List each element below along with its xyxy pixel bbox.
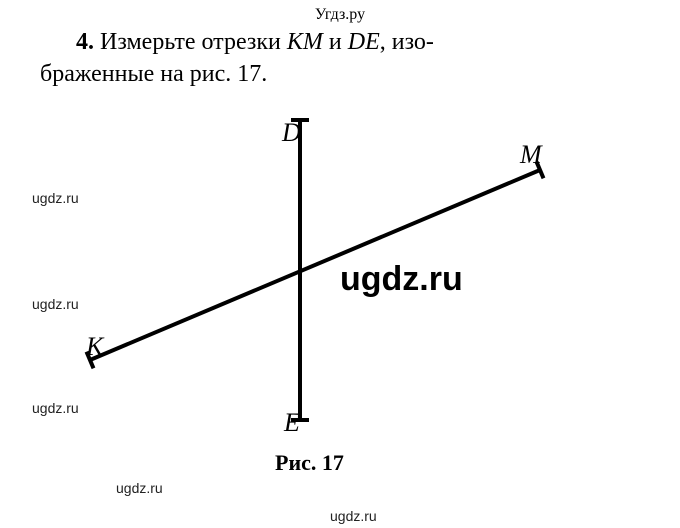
figure-caption: Рис. 17 [275, 450, 344, 476]
point-label-m: M [520, 140, 542, 170]
watermark-3: ugdz.ru [32, 400, 79, 416]
watermark-2: ugdz.ru [32, 296, 79, 312]
problem-text-2: , изо- [380, 29, 434, 55]
point-label-k: K [86, 332, 103, 362]
caption-number: 17 [322, 450, 344, 475]
watermark-5: ugdz.ru [330, 508, 377, 524]
problem-statement: 4. Измерьте отрезки KM и DE, изо- бражен… [40, 26, 660, 91]
problem-line-2: браженные на рис. 17. [40, 61, 267, 87]
segment-km: KM [287, 29, 323, 55]
watermark-large: ugdz.ru [340, 260, 463, 299]
caption-prefix: Рис. [275, 450, 322, 475]
problem-number: 4. [76, 29, 94, 55]
segment-de: DE [348, 29, 380, 55]
point-label-d: D [282, 118, 301, 148]
watermark-4: ugdz.ru [116, 480, 163, 496]
point-label-e: E [284, 408, 300, 438]
site-header: Угдз.ру [315, 6, 365, 24]
problem-text-1: Измерьте отрезки [94, 29, 287, 55]
problem-and: и [323, 29, 348, 55]
watermark-1: ugdz.ru [32, 190, 79, 206]
